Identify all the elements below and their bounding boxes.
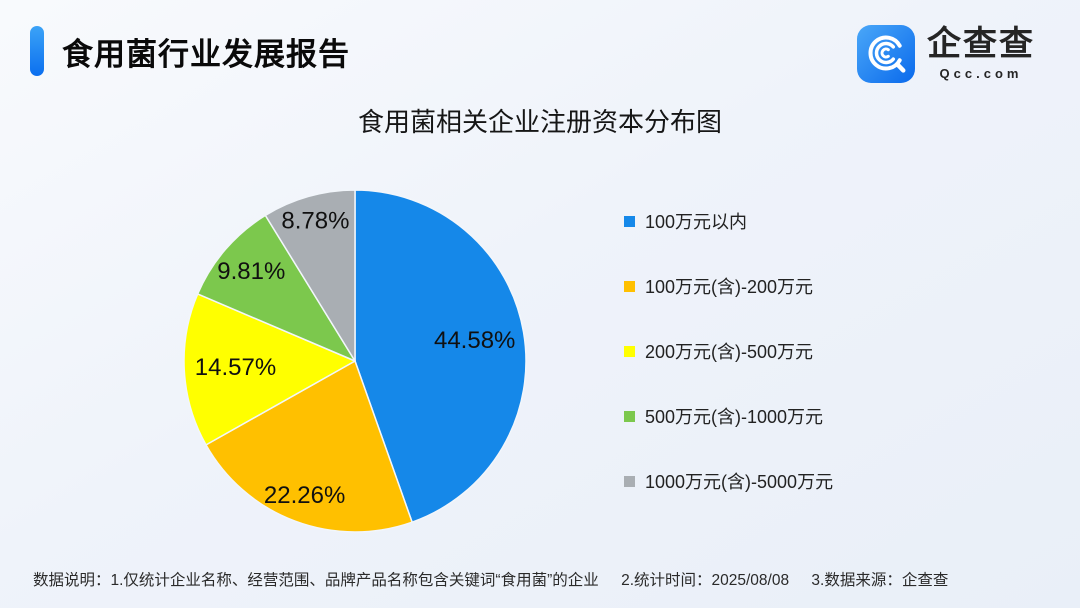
legend-label: 1000万元(含)-5000万元: [645, 472, 834, 492]
legend: 100万元以内 100万元(含)-200万元 200万元(含)-500万元 500万元…: [624, 211, 834, 492]
legend-item-2[interactable]: 100万元(含)-200万元: [624, 276, 833, 297]
report-title: 食用菌行业发展报告: [62, 36, 350, 72]
legend-label: 100万元(含)-200万元: [645, 277, 814, 297]
qcc-magnifier-icon: [857, 25, 915, 83]
pie-value-label-1: 44.58%: [434, 327, 515, 354]
legend-swatch-icon: [624, 475, 635, 487]
footer-note-source: 3.数据来源：企查查: [811, 572, 949, 589]
pie-slice-4[interactable]: [196, 214, 356, 362]
legend-item-1[interactable]: 100万元以内: [624, 211, 833, 232]
footer-note-description: 数据说明：1.仅统计企业名称、经营范围、品牌产品名称包含关键词“食用菌”的企业: [33, 572, 599, 589]
brand-name: 企查查: [927, 25, 1035, 63]
pie-slice-1[interactable]: [354, 189, 527, 523]
title-accent-bar: [30, 26, 44, 76]
pie-slice-3[interactable]: [183, 293, 356, 446]
legend-label: 200万元(含)-500万元: [645, 342, 814, 362]
legend-swatch-icon: [624, 280, 635, 292]
footer-note-stat-date: 2.统计时间：2025/08/08: [621, 572, 790, 589]
report-header: 食用菌行业发展报告: [30, 26, 350, 76]
legend-swatch-icon: [624, 345, 635, 357]
legend-swatch-icon: [624, 215, 635, 227]
legend-item-3[interactable]: 200万元(含)-500万元: [624, 341, 833, 362]
legend-item-4[interactable]: 500万元(含)-1000万元: [624, 406, 833, 427]
pie-value-label-3: 14.57%: [195, 354, 276, 381]
pie-slice-5[interactable]: [264, 189, 356, 362]
legend-item-5[interactable]: 1000万元(含)-5000万元: [624, 471, 834, 492]
legend-label: 100万元以内: [645, 212, 748, 232]
pie-value-label-2: 22.26%: [264, 482, 345, 509]
footer-notes: 数据说明：1.仅统计企业名称、经营范围、品牌产品名称包含关键词“食用菌”的企业 …: [33, 568, 966, 590]
brand-logo-text: 企查查 Qcc.com: [927, 27, 1035, 81]
brand-logo: 企查查 Qcc.com: [857, 25, 1035, 83]
chart-title: 食用菌相关企业注册资本分布图: [357, 107, 722, 137]
pie-chart: 44.58% 22.26% 14.57% 9.81% 8.78%: [183, 189, 527, 533]
pie-value-label-5: 8.78%: [281, 208, 349, 235]
pie-value-label-4: 9.81%: [217, 258, 285, 285]
legend-swatch-icon: [624, 410, 635, 422]
pie-slice-2[interactable]: [205, 360, 413, 533]
legend-label: 500万元(含)-1000万元: [645, 407, 824, 427]
brand-domain: Qcc.com: [939, 66, 1023, 81]
